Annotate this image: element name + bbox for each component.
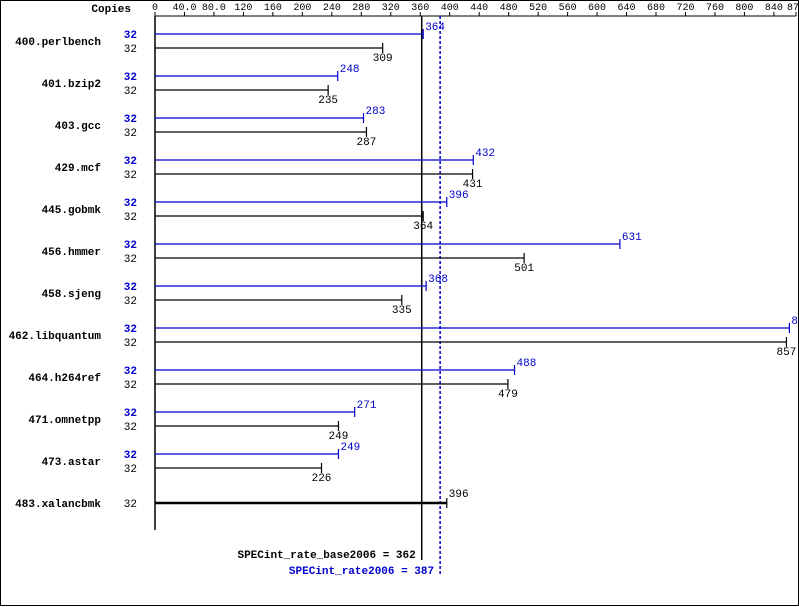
- axis-tick-label: 120: [234, 3, 252, 14]
- peak-copies: 32: [124, 408, 137, 420]
- benchmark-label: 445.gobmk: [42, 205, 102, 217]
- peak-value: 249: [340, 442, 360, 454]
- peak-copies: 32: [124, 72, 137, 84]
- base-copies: 32: [124, 44, 137, 56]
- axis-tick-label: 560: [559, 3, 577, 14]
- base-copies: 32: [124, 422, 137, 434]
- peak-value: 488: [517, 358, 537, 370]
- axis-tick-label: 600: [588, 3, 606, 14]
- base-value: 857: [777, 347, 797, 359]
- peak-copies: 32: [124, 30, 137, 42]
- axis-tick-label: 760: [706, 3, 724, 14]
- peak-copies: 32: [124, 198, 137, 210]
- benchmark-label: 458.sjeng: [42, 289, 101, 301]
- base-copies: 32: [124, 170, 137, 182]
- axis-tick-label: 80.0: [202, 3, 226, 14]
- base-value: 364: [413, 221, 433, 233]
- axis-tick-label: 870: [787, 3, 799, 14]
- axis-tick-label: 400: [441, 3, 459, 14]
- axis-tick-label: 40.0: [172, 3, 196, 14]
- base-value: 235: [318, 95, 338, 107]
- benchmark-label: 401.bzip2: [42, 79, 101, 91]
- axis-tick-label: 240: [323, 3, 341, 14]
- peak-copies: 32: [124, 114, 137, 126]
- benchmark-label: 473.astar: [42, 457, 101, 469]
- base-reference-label: SPECint_rate_base2006 = 362: [237, 550, 415, 562]
- base-value: 226: [312, 473, 332, 485]
- benchmark-label: 471.omnetpp: [28, 415, 101, 427]
- peak-copies: 32: [124, 324, 137, 336]
- base-value: 396: [449, 489, 469, 501]
- base-copies: 32: [124, 464, 137, 476]
- peak-value: 248: [340, 64, 360, 76]
- benchmark-label: 483.xalancbmk: [15, 499, 101, 511]
- axis-tick-label: 200: [293, 3, 311, 14]
- peak-copies: 32: [124, 156, 137, 168]
- benchmark-label: 462.libquantum: [9, 331, 102, 343]
- axis-tick-label: 640: [618, 3, 636, 14]
- spec-rate-chart: 0 40.0 80.0 120 160 200 240 280 320 360 400 440 480 5…: [0, 0, 799, 606]
- peak-copies: 32: [124, 450, 137, 462]
- peak-copies: 32: [124, 282, 137, 294]
- benchmark-label: 456.hmmer: [42, 247, 101, 259]
- peak-value: 271: [357, 400, 377, 412]
- peak-value: 368: [428, 274, 448, 286]
- base-value: 479: [498, 389, 518, 401]
- base-copies: 32: [124, 338, 137, 350]
- axis-tick-label: 840: [765, 3, 783, 14]
- peak-copies: 32: [124, 240, 137, 252]
- axis-tick-label: 720: [676, 3, 694, 14]
- base-copies: 32: [124, 296, 137, 308]
- peak-value: 861: [791, 316, 799, 328]
- base-value: 501: [514, 263, 534, 275]
- peak-reference-label: SPECint_rate2006 = 387: [289, 566, 434, 578]
- base-value: 335: [392, 305, 412, 317]
- axis-tick-label: 320: [382, 3, 400, 14]
- axis-tick-label: 520: [529, 3, 547, 14]
- peak-value: 396: [449, 190, 469, 202]
- axis-tick-label: 800: [735, 3, 753, 14]
- benchmark-label: 429.mcf: [55, 163, 102, 175]
- peak-value: 364: [425, 22, 445, 34]
- base-copies: 32: [124, 212, 137, 224]
- peak-copies: 32: [124, 366, 137, 378]
- peak-value: 283: [366, 106, 386, 118]
- axis-tick-label: 440: [470, 3, 488, 14]
- peak-value: 631: [622, 232, 642, 244]
- axis-tick-label: 360: [411, 3, 429, 14]
- base-value: 309: [373, 53, 393, 65]
- axis-tick-label: 0: [152, 3, 158, 14]
- base-value: 287: [357, 137, 377, 149]
- copies-header: Copies: [91, 4, 131, 16]
- axis-tick-label: 480: [500, 3, 518, 14]
- base-copies: 32: [124, 499, 137, 511]
- base-copies: 32: [124, 380, 137, 392]
- base-copies: 32: [124, 86, 137, 98]
- axis-tick-label: 160: [264, 3, 282, 14]
- axis-tick-label: 280: [352, 3, 370, 14]
- axis-tick-label: 680: [647, 3, 665, 14]
- benchmark-label: 400.perlbench: [15, 37, 101, 49]
- peak-value: 432: [475, 148, 495, 160]
- base-copies: 32: [124, 254, 137, 266]
- benchmark-label: 403.gcc: [55, 121, 101, 133]
- base-copies: 32: [124, 128, 137, 140]
- benchmark-label: 464.h264ref: [28, 373, 101, 385]
